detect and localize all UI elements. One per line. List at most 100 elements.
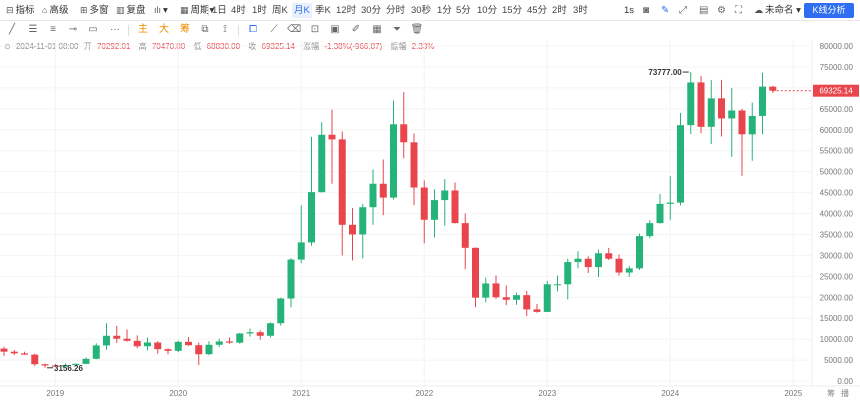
more-tools-icon[interactable]: ··· xyxy=(110,24,120,35)
candle-2020-06[interactable] xyxy=(226,337,233,344)
period-5m[interactable]: 5分 xyxy=(456,5,471,16)
big-order-button[interactable]: 大 xyxy=(159,24,169,35)
stats-icon[interactable]: ▦ xyxy=(372,24,382,35)
candle-2022-02[interactable] xyxy=(431,189,438,238)
candle-2019-03[interactable] xyxy=(72,363,80,366)
ruler-icon[interactable]: ⟋ xyxy=(270,24,278,35)
candle-2024-09[interactable] xyxy=(748,102,756,161)
fullscreen-icon[interactable]: ⤢ xyxy=(679,5,687,16)
period-1h[interactable]: 1时 xyxy=(252,5,267,16)
layout-dropdown[interactable]: ☁ 未命名 ▾ xyxy=(754,3,801,18)
replay-button[interactable]: ▥ 复盘 xyxy=(116,3,146,18)
candle-2022-11[interactable] xyxy=(523,290,531,317)
candle-2020-03[interactable] xyxy=(195,342,203,366)
clipboard-icon[interactable]: ▣ xyxy=(330,24,340,35)
candle-2018-12[interactable] xyxy=(41,363,49,368)
candle-2019-10[interactable] xyxy=(144,337,151,351)
trash-icon[interactable]: 🗑 xyxy=(410,24,424,35)
candle-2024-08[interactable] xyxy=(738,108,746,176)
candle-2019-09[interactable] xyxy=(133,335,141,349)
pen-icon[interactable]: ✎ xyxy=(661,5,670,16)
candle-2024-06[interactable] xyxy=(718,79,725,137)
candle-2021-06[interactable] xyxy=(349,208,356,261)
candle-2019-05[interactable] xyxy=(92,343,100,360)
candle-2021-07[interactable] xyxy=(359,203,367,259)
candle-2020-04[interactable] xyxy=(205,341,213,356)
chart-type-dropdown[interactable]: ılı ▾ xyxy=(154,3,168,18)
candle-2023-12[interactable] xyxy=(656,193,664,224)
candle-2018-08[interactable] xyxy=(0,346,8,356)
period-30m[interactable]: 30分 xyxy=(361,5,382,16)
time-axis[interactable]: 20192020202120222023202420252026筹播 xyxy=(0,385,860,398)
period-1d[interactable]: 1日 xyxy=(212,5,227,16)
candle-2024-02[interactable] xyxy=(677,113,684,206)
magnet-icon[interactable]: ⟟ xyxy=(223,24,227,35)
candle-2022-10[interactable] xyxy=(513,292,520,305)
candle-2021-01[interactable] xyxy=(297,205,305,263)
candle-2020-01[interactable] xyxy=(174,340,182,353)
candle-2023-04[interactable] xyxy=(574,251,582,269)
period-quarter[interactable]: 季K xyxy=(315,5,331,16)
candle-2019-11[interactable] xyxy=(154,341,162,354)
candle-2023-07[interactable] xyxy=(605,247,613,260)
candle-2024-10[interactable] xyxy=(759,72,766,135)
candle-2019-12[interactable] xyxy=(164,348,172,355)
candle-2023-11[interactable] xyxy=(646,220,654,239)
candle-2024-11[interactable] xyxy=(769,85,777,93)
filter-icon[interactable]: ⏷ xyxy=(393,24,401,35)
rectangle-icon[interactable]: ▭ xyxy=(88,24,98,35)
candle-2018-11[interactable] xyxy=(31,353,39,366)
candle-2020-07[interactable] xyxy=(236,332,244,344)
candle-2022-04[interactable] xyxy=(451,182,459,224)
period-timeshare[interactable]: 分时 xyxy=(386,5,406,16)
kline-analysis-button[interactable]: K线分析 xyxy=(804,3,854,18)
candle-2020-05[interactable] xyxy=(215,338,223,348)
period-week[interactable]: 周K xyxy=(272,5,288,16)
candle-2022-05[interactable] xyxy=(461,213,469,270)
candle-2021-03[interactable] xyxy=(318,122,326,193)
candle-2022-01[interactable] xyxy=(420,180,428,244)
candle-2024-03[interactable] xyxy=(687,72,695,134)
period-3h[interactable]: 3时 xyxy=(573,5,588,16)
indicator-button[interactable]: ⊟ 指标 xyxy=(6,3,35,18)
candle-2019-01[interactable] xyxy=(51,363,59,367)
period-12h[interactable]: 12时 xyxy=(336,5,357,16)
period-2h[interactable]: 2时 xyxy=(552,5,567,16)
candle-2022-07[interactable] xyxy=(482,277,490,303)
candle-2023-09[interactable] xyxy=(625,265,633,277)
corner-label[interactable]: 筹 xyxy=(827,388,835,398)
compare-icon[interactable]: ⧉ xyxy=(201,24,209,35)
candle-2019-04[interactable] xyxy=(82,357,90,365)
corner-label[interactable]: 播 xyxy=(841,388,849,398)
horizontal-ray-icon[interactable]: ⊸ xyxy=(68,24,78,35)
candle-2022-06[interactable] xyxy=(472,247,479,308)
candle-2021-08[interactable] xyxy=(369,169,377,225)
period-30s[interactable]: 30秒 xyxy=(411,5,432,16)
candle-2023-08[interactable] xyxy=(615,254,623,276)
lock-icon[interactable]: ⊡ xyxy=(310,24,320,35)
candle-2024-07[interactable] xyxy=(728,87,736,157)
candle-2023-06[interactable] xyxy=(595,249,602,278)
period-4h[interactable]: 4时 xyxy=(231,5,246,16)
channel-icon[interactable]: ≡ xyxy=(50,24,56,35)
candle-2022-03[interactable] xyxy=(441,179,449,226)
candle-2024-04[interactable] xyxy=(697,76,705,134)
candle-2023-01[interactable] xyxy=(543,280,551,312)
period-1m[interactable]: 1分 xyxy=(437,5,452,16)
candle-2021-09[interactable] xyxy=(379,159,387,216)
candle-2021-02[interactable] xyxy=(308,136,315,246)
candle-2019-06[interactable] xyxy=(103,323,110,350)
candle-2018-09[interactable] xyxy=(10,350,18,356)
candle-2022-12[interactable] xyxy=(533,303,541,313)
candle-2021-11[interactable] xyxy=(400,92,408,159)
period-dropdown[interactable]: ▦ 周期▾ xyxy=(180,3,214,18)
candle-2023-10[interactable] xyxy=(636,233,643,271)
candle-2020-12[interactable] xyxy=(287,258,295,308)
main-force-button[interactable]: 主 xyxy=(138,24,148,35)
advanced-button[interactable]: ⌂ 高级 xyxy=(42,3,68,18)
candle-2020-02[interactable] xyxy=(185,337,192,346)
candle-2023-02[interactable] xyxy=(554,275,561,292)
period-10m[interactable]: 10分 xyxy=(477,5,498,16)
candle-2020-09[interactable] xyxy=(256,330,264,340)
